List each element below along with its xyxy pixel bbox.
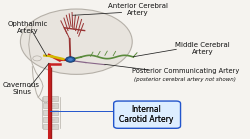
Bar [42,117,58,122]
Text: Ophthalmic
Artery: Ophthalmic Artery [7,21,48,34]
Text: Cavernous
Sinus: Cavernous Sinus [3,82,40,95]
Bar [42,124,58,129]
Bar [42,110,58,115]
Text: Anterior Cerebral
Artery: Anterior Cerebral Artery [108,3,168,16]
Text: (posterior cerebral artery not shown): (posterior cerebral artery not shown) [134,77,236,82]
Circle shape [68,58,73,61]
Text: Internal
Carotid Artery: Internal Carotid Artery [119,105,174,124]
Text: Internal
Carotid Artery: Internal Carotid Artery [119,105,174,124]
Bar [42,103,58,108]
Text: Posterior Communicating Artery: Posterior Communicating Artery [132,68,240,74]
Circle shape [66,57,75,62]
Bar [42,96,58,101]
Text: Middle Cerebral
Artery: Middle Cerebral Artery [175,42,230,55]
FancyBboxPatch shape [114,101,180,128]
Circle shape [20,9,132,74]
